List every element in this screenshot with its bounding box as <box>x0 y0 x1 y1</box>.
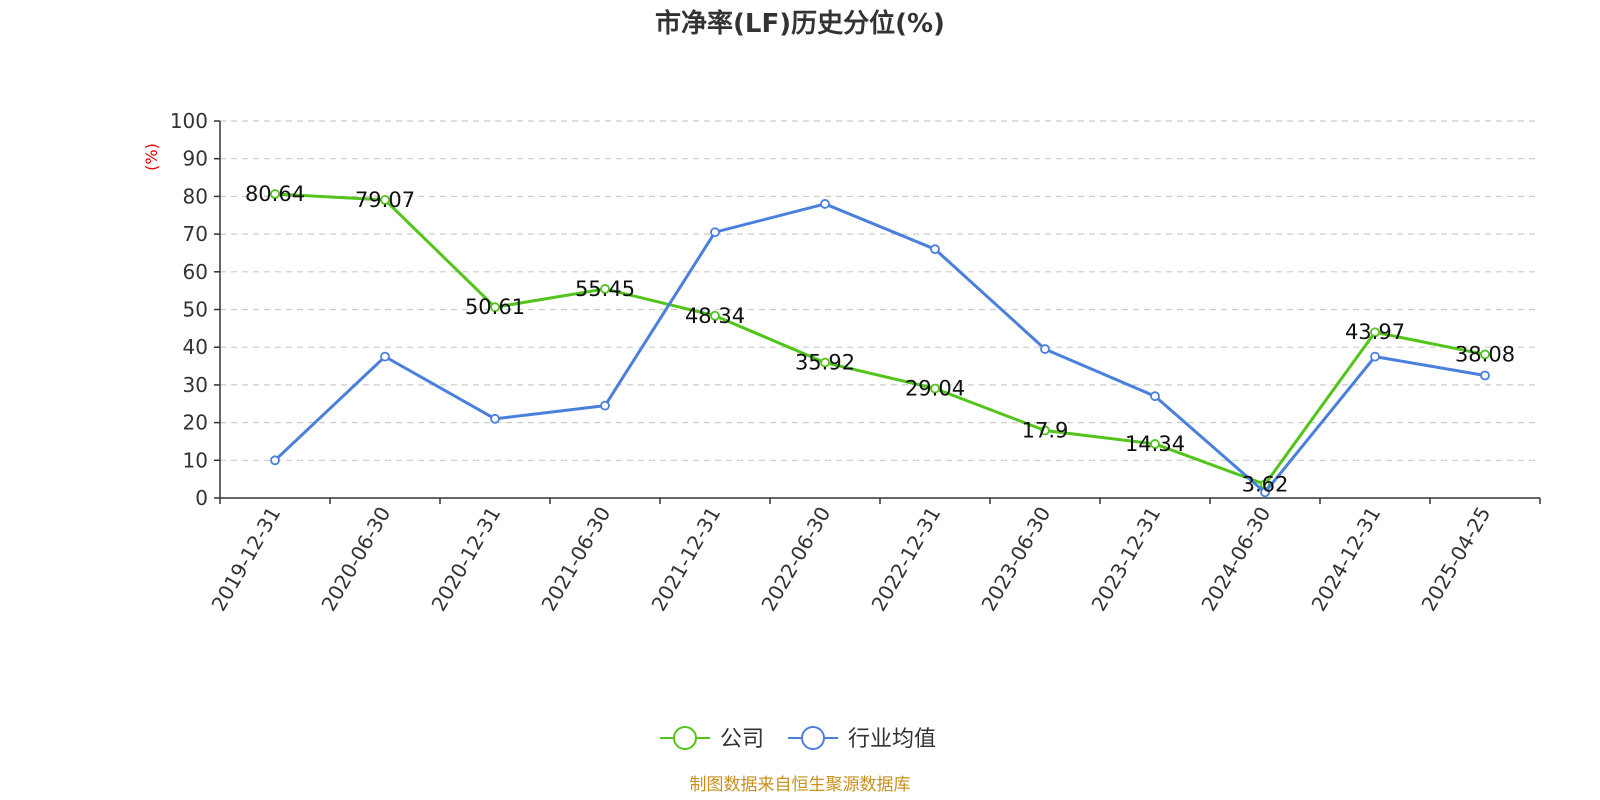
y-tick-label: 60 <box>183 260 208 284</box>
data-point[interactable] <box>490 302 500 313</box>
data-point[interactable] <box>1150 391 1160 402</box>
x-tick-label: 2022-06-30 <box>756 503 835 616</box>
data-point[interactable] <box>1480 349 1490 360</box>
y-tick-label: 40 <box>183 335 208 359</box>
data-label: 17.9 <box>1022 419 1069 443</box>
x-axis-ticks: 2019-12-31 2020-06-30 2020-12-31 2021-06-30… <box>206 498 1541 616</box>
data-point[interactable] <box>820 357 830 368</box>
grid-lines <box>220 120 1540 461</box>
data-label: 29.04 <box>905 377 965 401</box>
data-label: 38.08 <box>1455 342 1515 366</box>
data-point[interactable] <box>1040 425 1050 436</box>
y-tick-label: 30 <box>183 373 208 397</box>
data-label: 35.92 <box>795 351 855 375</box>
series-industry-average <box>270 199 1490 498</box>
x-tick-label: 2024-06-30 <box>1196 503 1275 616</box>
data-label: 50.61 <box>465 295 525 319</box>
y-tick-label: 0 <box>195 486 208 510</box>
data-point[interactable] <box>710 227 720 238</box>
x-tick-label: 2021-12-31 <box>646 503 725 616</box>
x-tick-label: 2022-12-31 <box>866 503 945 616</box>
data-label: 48.34 <box>685 304 745 328</box>
data-label: 14.34 <box>1125 432 1185 456</box>
data-point[interactable] <box>1370 351 1380 362</box>
x-tick-label: 2020-06-30 <box>316 503 395 616</box>
data-point[interactable] <box>930 383 940 394</box>
chart-title: 市净率(LF)历史分位(%) <box>655 8 945 39</box>
legend-item-company[interactable]: 公司 <box>660 726 764 752</box>
y-tick-label: 50 <box>183 298 208 322</box>
series-line <box>273 202 1486 494</box>
data-point[interactable] <box>930 244 940 255</box>
data-point[interactable] <box>380 351 390 362</box>
y-tick-label: 100 <box>170 109 208 133</box>
legend-item-industry-average[interactable]: 行业均值 <box>788 726 936 752</box>
data-point[interactable] <box>1480 370 1490 381</box>
data-labels: 80.64 79.07 50.61 55.45 48.34 35.92 29.04 17.9 1… <box>245 182 1515 496</box>
legend-label: 行业均值 <box>848 727 936 752</box>
data-point[interactable] <box>600 400 610 411</box>
x-tick-label: 2019-12-31 <box>206 503 285 616</box>
data-point[interactable] <box>820 199 830 209</box>
y-tick-label: 20 <box>183 411 208 435</box>
data-point[interactable] <box>1260 487 1270 498</box>
data-point[interactable] <box>380 195 390 205</box>
data-point[interactable] <box>270 455 280 466</box>
x-tick-label: 2021-06-30 <box>536 503 615 616</box>
data-point[interactable] <box>710 310 720 321</box>
data-label: 43.97 <box>1345 320 1405 344</box>
data-label: 79.07 <box>355 188 415 212</box>
series-company <box>270 189 1490 490</box>
y-tick-label: 10 <box>183 448 208 472</box>
data-label: 55.45 <box>575 277 635 301</box>
series-line <box>274 192 1486 486</box>
data-point[interactable] <box>1370 327 1380 338</box>
legend[interactable]: 公司 行业均值 <box>660 726 936 752</box>
x-tick-label: 2023-12-31 <box>1086 503 1165 616</box>
data-label: 3.62 <box>1242 472 1289 496</box>
data-point[interactable] <box>1150 439 1160 449</box>
data-label: 80.64 <box>245 182 305 206</box>
y-axis-label: (%) <box>142 143 161 171</box>
data-point[interactable] <box>270 189 280 199</box>
data-point[interactable] <box>600 284 610 294</box>
legend-label: 公司 <box>720 727 764 752</box>
data-point[interactable] <box>490 413 500 424</box>
series-lines <box>270 189 1490 498</box>
y-tick-label: 90 <box>183 147 208 171</box>
data-point[interactable] <box>1040 344 1050 354</box>
y-axis-ticks: 0 10 20 30 40 50 60 70 80 90 100 <box>170 109 220 510</box>
source-note: 制图数据来自恒生聚源数据库 <box>690 775 911 795</box>
x-tick-label: 2020-12-31 <box>426 503 505 616</box>
y-tick-label: 70 <box>183 222 208 246</box>
y-tick-label: 80 <box>183 184 208 208</box>
x-tick-label: 2025-04-25 <box>1416 503 1495 616</box>
x-tick-label: 2024-12-31 <box>1306 503 1385 616</box>
legend-marker-icon <box>673 726 697 750</box>
legend-marker-icon <box>801 726 825 750</box>
x-tick-label: 2023-06-30 <box>976 503 1055 616</box>
